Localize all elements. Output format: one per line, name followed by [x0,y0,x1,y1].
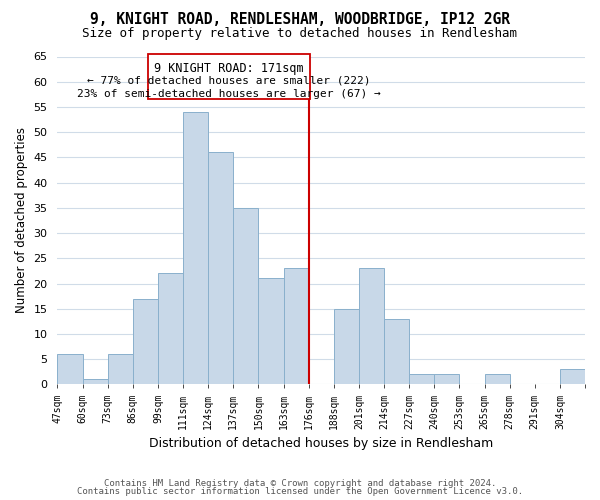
Bar [560,370,585,384]
Text: 9, KNIGHT ROAD, RENDLESHAM, WOODBRIDGE, IP12 2GR: 9, KNIGHT ROAD, RENDLESHAM, WOODBRIDGE, … [90,12,510,28]
Text: Contains HM Land Registry data © Crown copyright and database right 2024.: Contains HM Land Registry data © Crown c… [104,478,496,488]
Bar [409,374,434,384]
Bar [158,274,183,384]
Bar [384,319,409,384]
Bar [334,308,359,384]
Bar [233,208,259,384]
Bar [107,354,133,384]
Text: 23% of semi-detached houses are larger (67) →: 23% of semi-detached houses are larger (… [77,90,381,100]
FancyBboxPatch shape [148,54,310,100]
Bar [58,354,83,384]
Text: ← 77% of detached houses are smaller (222): ← 77% of detached houses are smaller (22… [87,75,371,85]
Text: Size of property relative to detached houses in Rendlesham: Size of property relative to detached ho… [83,28,517,40]
Bar [485,374,509,384]
Bar [208,152,233,384]
X-axis label: Distribution of detached houses by size in Rendlesham: Distribution of detached houses by size … [149,437,493,450]
Bar [83,380,107,384]
Text: 9 KNIGHT ROAD: 171sqm: 9 KNIGHT ROAD: 171sqm [154,62,304,74]
Bar [133,298,158,384]
Bar [359,268,384,384]
Text: Contains public sector information licensed under the Open Government Licence v3: Contains public sector information licen… [77,487,523,496]
Bar [284,268,308,384]
Bar [183,112,208,384]
Bar [259,278,284,384]
Bar [434,374,460,384]
Y-axis label: Number of detached properties: Number of detached properties [15,128,28,314]
